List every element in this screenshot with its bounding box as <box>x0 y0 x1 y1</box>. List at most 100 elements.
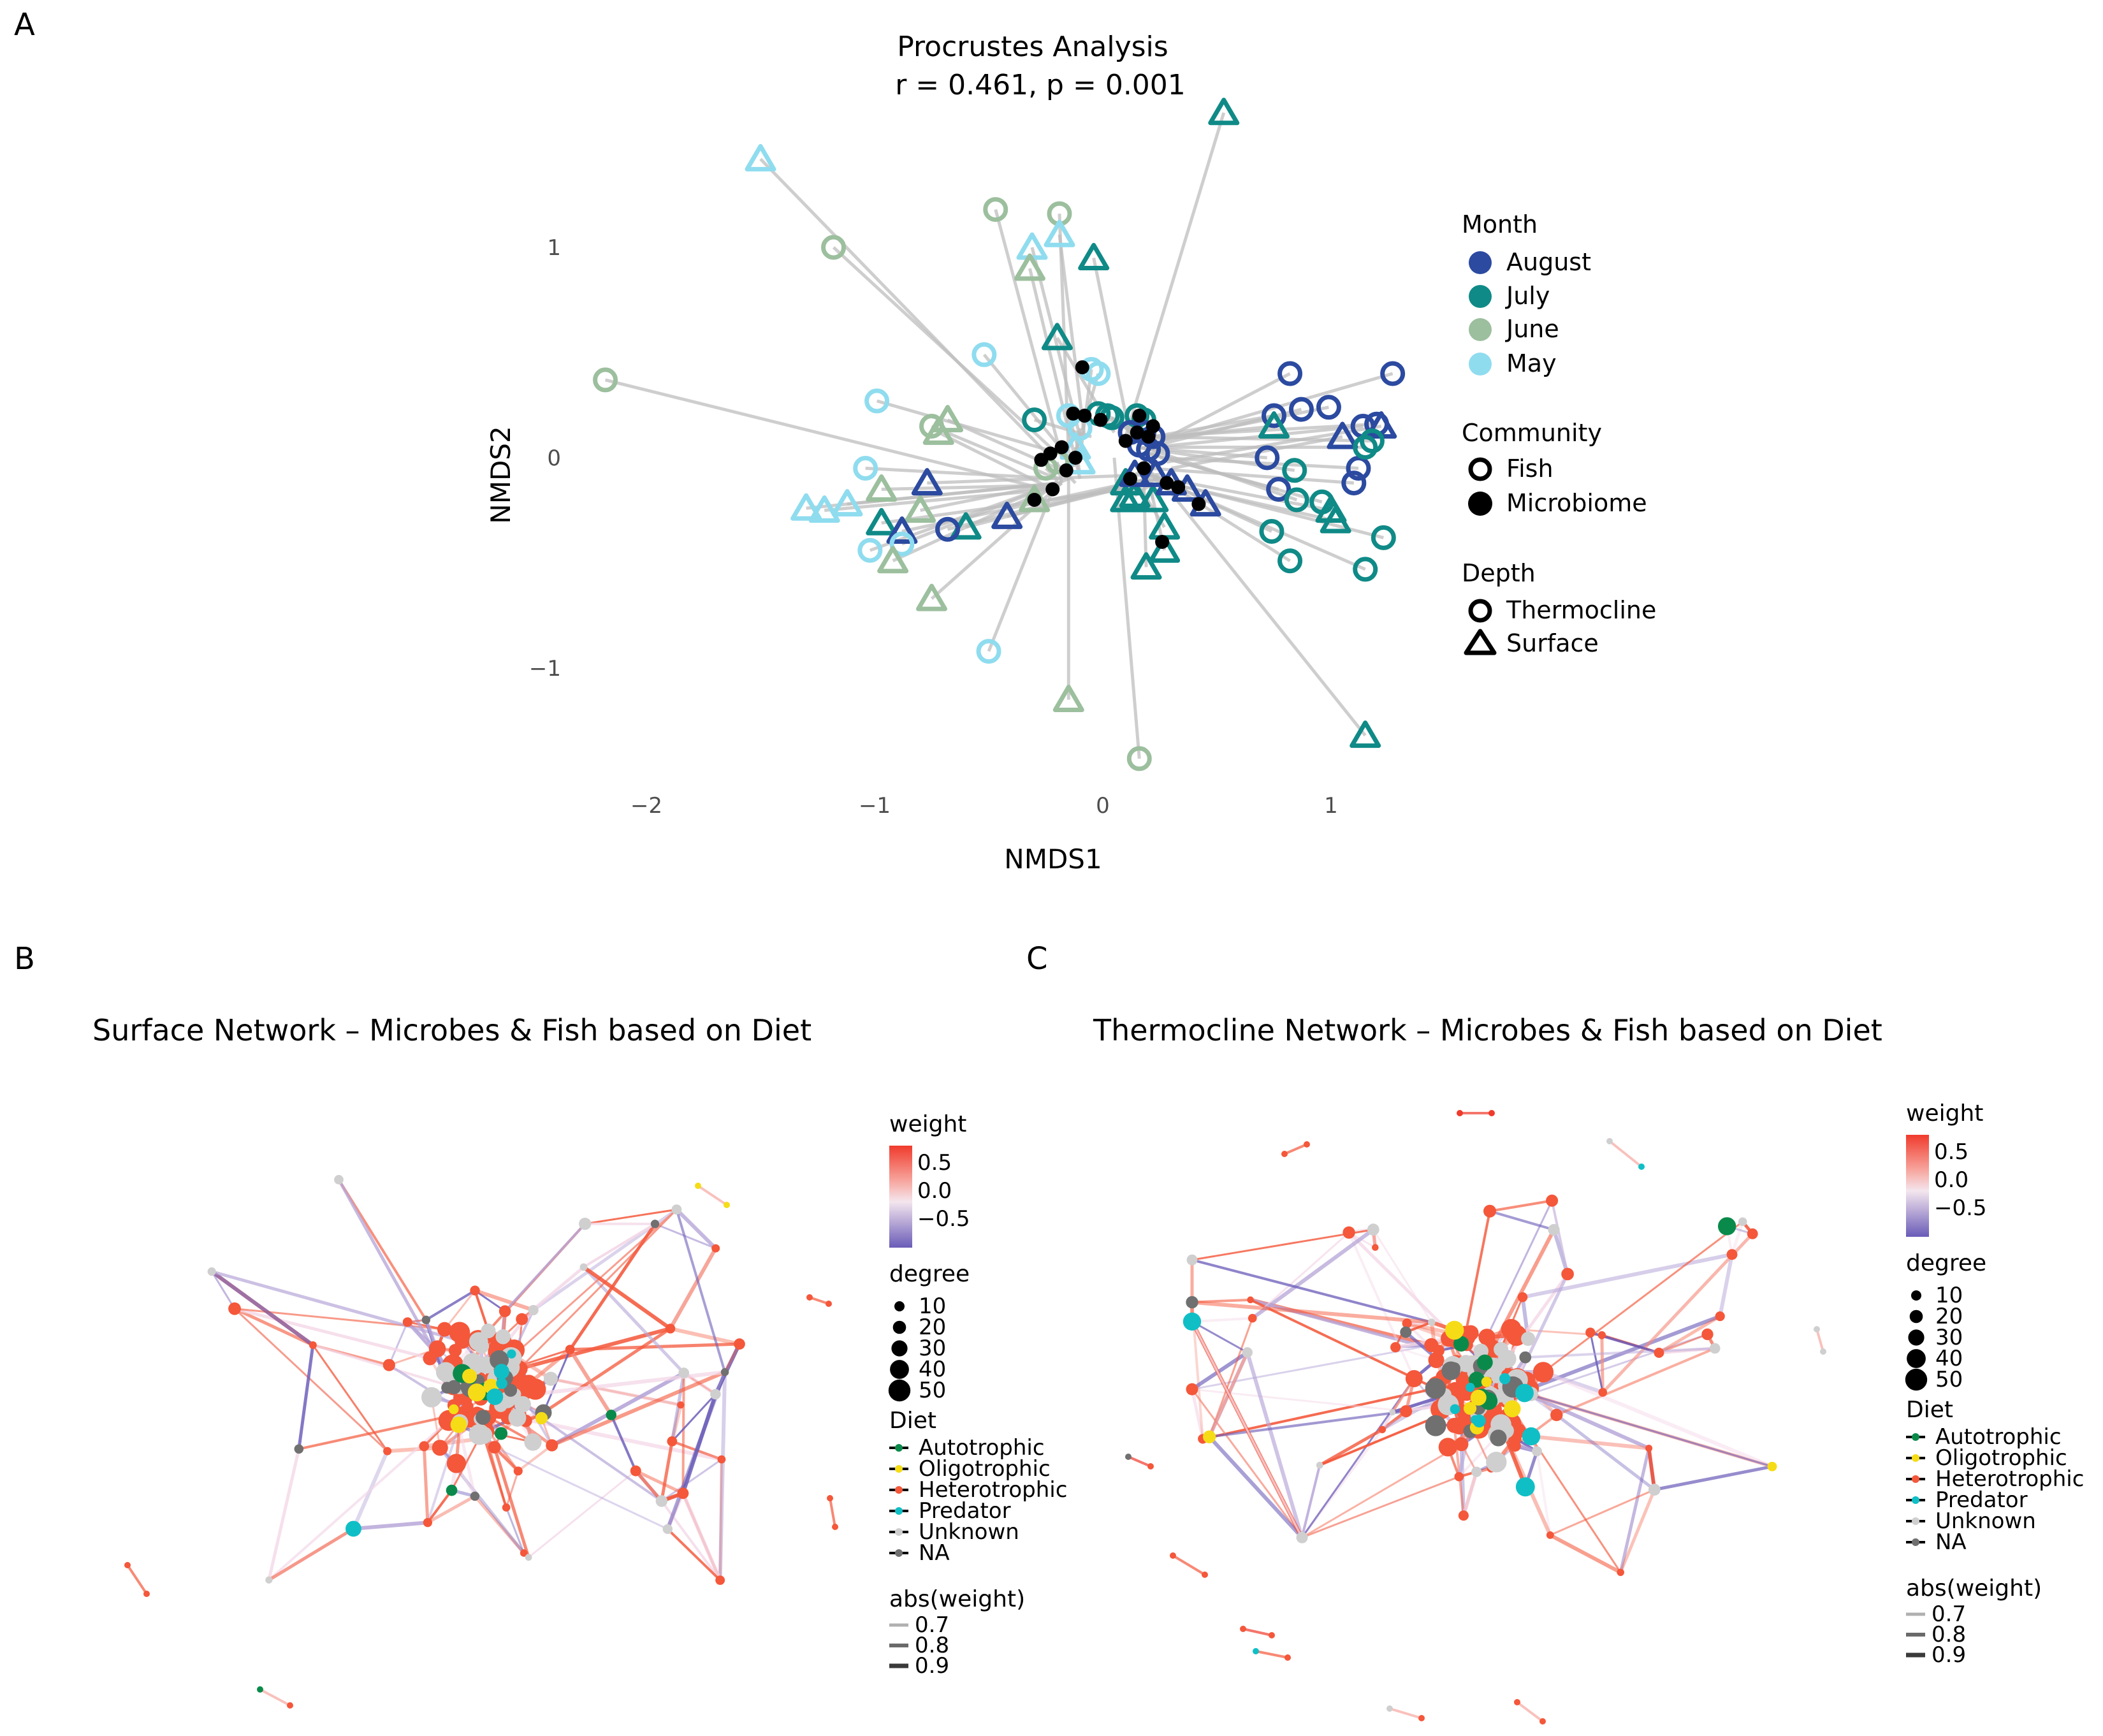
network-node-autotrophic <box>446 1484 458 1496</box>
network-node-heterotrophic <box>1247 1296 1254 1304</box>
legend-degree-swatch <box>1911 1290 1921 1301</box>
network-edge <box>268 1419 450 1581</box>
network-edge <box>425 1289 476 1322</box>
network-node-heterotrophic <box>1432 1345 1445 1357</box>
network-node-heterotrophic <box>711 1244 720 1253</box>
network-node-unknown <box>476 1426 493 1444</box>
microbiome-point <box>1043 446 1058 461</box>
network-node-heterotrophic <box>715 1575 725 1586</box>
network-edge <box>1172 1554 1206 1576</box>
y-ticks: 1 0 −1 <box>529 235 561 682</box>
network-node <box>1125 1454 1132 1460</box>
network-edge <box>1372 1229 1433 1323</box>
network-edge <box>1249 1299 1436 1390</box>
network-node-heterotrophic <box>1458 1510 1469 1521</box>
procrustes-link <box>1124 112 1226 437</box>
procrustes-link <box>901 477 1070 546</box>
network-edge <box>829 1498 836 1528</box>
legend-degree-label: 40 <box>1935 1346 1963 1371</box>
fish-point-surface <box>1014 253 1045 281</box>
legend-diet-swatch <box>895 1465 903 1473</box>
network-edge <box>444 1290 476 1331</box>
network-edge <box>234 1308 388 1452</box>
network-edge <box>1190 1389 1205 1440</box>
network-edge <box>1284 1143 1307 1155</box>
network-node <box>1147 1463 1154 1470</box>
panel-label-c: C <box>1026 941 1048 977</box>
fish-point-thermocline <box>593 367 618 393</box>
network-node <box>1638 1163 1645 1170</box>
legend-absweight-label: 0.8 <box>1932 1622 1966 1647</box>
network-edge <box>474 1288 534 1312</box>
network-edge <box>422 1446 430 1523</box>
fish-point-thermocline <box>1371 525 1396 550</box>
network-node-heterotrophic <box>419 1441 430 1452</box>
network-node <box>1488 1110 1495 1116</box>
network-edge <box>1654 1464 1773 1492</box>
microbiome-point <box>1093 412 1108 427</box>
legend-swatch-microbiome <box>1468 492 1492 516</box>
fish-point-surface <box>1110 485 1142 513</box>
legend-degree-swatch <box>888 1379 911 1402</box>
network-edge <box>541 1417 662 1503</box>
network-edge <box>484 1431 507 1508</box>
legend-diet-title: Diet <box>1906 1397 1953 1423</box>
microbiome-point <box>1118 434 1133 448</box>
network-edge <box>1191 1320 1248 1353</box>
legend-diet-label: Autotrophic <box>919 1435 1045 1461</box>
fish-point-surface <box>1044 219 1075 247</box>
network-node-predator <box>1515 1383 1534 1403</box>
network-edge <box>1600 1335 1605 1393</box>
network-node <box>1202 1572 1208 1578</box>
x-tick-label: 1 <box>1324 793 1338 819</box>
network-node-heterotrophic <box>1517 1292 1528 1302</box>
legend-absweight-label: 0.7 <box>1932 1601 1966 1627</box>
network-node-predator <box>1450 1404 1460 1415</box>
legend-diet-label: Unknown <box>1935 1508 2036 1534</box>
microbiome-point <box>1141 430 1156 444</box>
microbiome-point <box>1045 482 1060 497</box>
network-node <box>826 1301 832 1307</box>
network-node-na <box>1425 1415 1446 1436</box>
procrustes-legend: Month August July June May Community Fis… <box>1462 210 1656 657</box>
legend-diet-label: Unknown <box>919 1519 1019 1545</box>
network-node-heterotrophic <box>665 1324 676 1334</box>
network-node-unknown <box>1296 1531 1308 1543</box>
network-node-heterotrophic <box>1654 1347 1664 1358</box>
network-edge <box>1301 1443 1462 1539</box>
network-node-heterotrophic <box>1402 1318 1412 1329</box>
network-node-unknown <box>421 1387 442 1408</box>
legend-community-title: Community <box>1462 419 1602 447</box>
network-nodes <box>1182 1194 1777 1577</box>
network-edge <box>515 1326 671 1372</box>
legend-absweight-title: abs(weight) <box>1906 1575 2042 1601</box>
network-node-heterotrophic <box>1597 1331 1606 1339</box>
network-node-predator <box>1473 1414 1486 1427</box>
fish-point-surface <box>1350 720 1381 748</box>
network-node-heterotrophic <box>630 1465 641 1477</box>
network-node <box>1606 1138 1613 1144</box>
network-node-heterotrophic <box>525 1378 546 1400</box>
microbiome-point <box>1171 480 1186 495</box>
network-node <box>1820 1348 1826 1355</box>
network-node-heterotrophic <box>309 1341 317 1349</box>
network-edge <box>1659 1346 1715 1355</box>
network-node-unknown <box>524 1433 542 1451</box>
x-ticks: −2 −1 0 1 <box>630 793 1338 819</box>
legend-diet-label: Predator <box>919 1498 1011 1524</box>
network-edge <box>1619 1489 1656 1573</box>
network-node-predator <box>1515 1477 1535 1497</box>
fish-point-surface <box>922 417 954 445</box>
network-node-heterotrophic <box>1747 1228 1758 1239</box>
legend-swatch-thermocline <box>1468 599 1492 623</box>
legend-weight-tick: 0.5 <box>1934 1139 1968 1165</box>
network-edge <box>1191 1317 1253 1323</box>
network-edge <box>1191 1258 1432 1324</box>
fish-point-surface <box>745 143 776 171</box>
procrustes-link <box>865 467 1062 481</box>
network-edge <box>718 1372 727 1580</box>
network-node-predator <box>486 1388 504 1405</box>
network-node-heterotrophic <box>423 1351 437 1366</box>
network-edge <box>1207 1435 1304 1539</box>
network-node-autotrophic <box>494 1427 508 1440</box>
